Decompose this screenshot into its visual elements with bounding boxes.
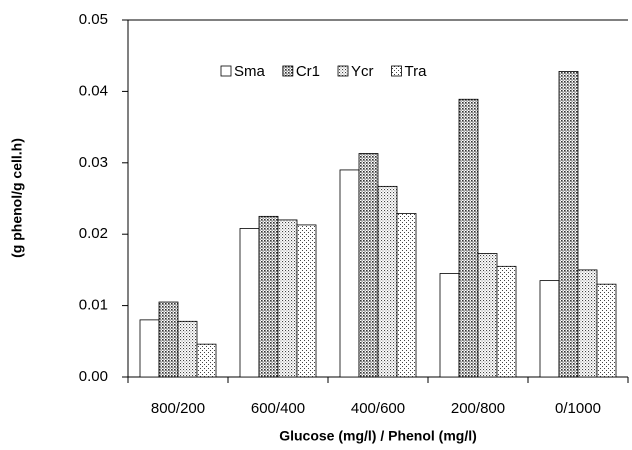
legend-label: Ycr — [351, 63, 374, 80]
x-tick-label: 800/200 — [151, 400, 205, 417]
y-tick-label: 0.00 — [79, 368, 108, 385]
bar — [439, 273, 460, 378]
bar — [377, 185, 398, 378]
y-tick-label: 0.01 — [79, 297, 108, 314]
bar — [496, 265, 517, 378]
bar — [296, 224, 317, 378]
bar — [277, 219, 298, 378]
legend-label: Tra — [405, 63, 428, 80]
y-tick-label: 0.03 — [79, 154, 108, 171]
y-tick-label: 0.04 — [79, 82, 108, 99]
legend-label: Cr1 — [296, 63, 320, 80]
y-tick-label: 0.05 — [79, 11, 108, 28]
bar — [158, 301, 179, 378]
x-tick-label: 0/1000 — [555, 400, 601, 417]
bar — [539, 280, 560, 378]
bar — [239, 228, 260, 378]
x-tick-label: 600/400 — [251, 400, 305, 417]
bar — [458, 98, 479, 378]
x-tick-label: 200/800 — [451, 400, 505, 417]
bar — [139, 319, 160, 378]
x-axis-label: Glucose (mg/l) / Phenol (mg/l) — [279, 428, 477, 444]
legend-swatch — [337, 65, 349, 77]
y-axis-label: (g phenol/g cell.h) — [9, 138, 25, 258]
legend-swatch — [391, 65, 402, 77]
bar — [396, 213, 417, 378]
bar — [558, 71, 579, 378]
legend-swatch — [220, 65, 232, 77]
bar — [358, 153, 379, 378]
bar — [196, 343, 217, 378]
bar — [258, 215, 279, 378]
bar — [596, 283, 617, 378]
x-tick-label: 400/600 — [351, 400, 405, 417]
bar — [339, 169, 360, 378]
bar — [177, 320, 198, 378]
legend-label: Sma — [234, 63, 266, 80]
y-tick-label: 0.02 — [79, 225, 108, 242]
legend-swatch — [282, 65, 294, 77]
bar — [477, 253, 498, 378]
bar — [577, 269, 598, 378]
